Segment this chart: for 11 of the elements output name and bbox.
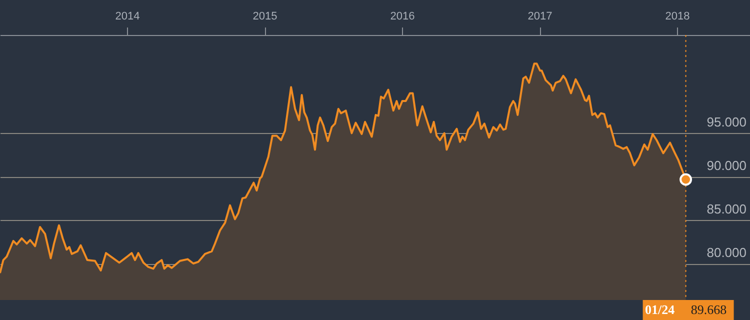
x-tick-label: 2014 xyxy=(115,10,140,22)
y-tick-label: 80.000 xyxy=(706,245,746,260)
y-tick-label: 85.000 xyxy=(706,202,746,217)
x-tick-label: 2018 xyxy=(665,10,690,22)
x-tick-label: 2016 xyxy=(390,10,415,22)
x-tick-label: 2017 xyxy=(528,10,552,22)
text: 89.668 xyxy=(690,302,727,317)
text: 01/24 xyxy=(644,302,676,317)
y-tick-label: 90.000 xyxy=(706,158,746,174)
y-tick-label: 95.000 xyxy=(706,114,746,130)
x-tick-label: 2015 xyxy=(252,10,278,22)
